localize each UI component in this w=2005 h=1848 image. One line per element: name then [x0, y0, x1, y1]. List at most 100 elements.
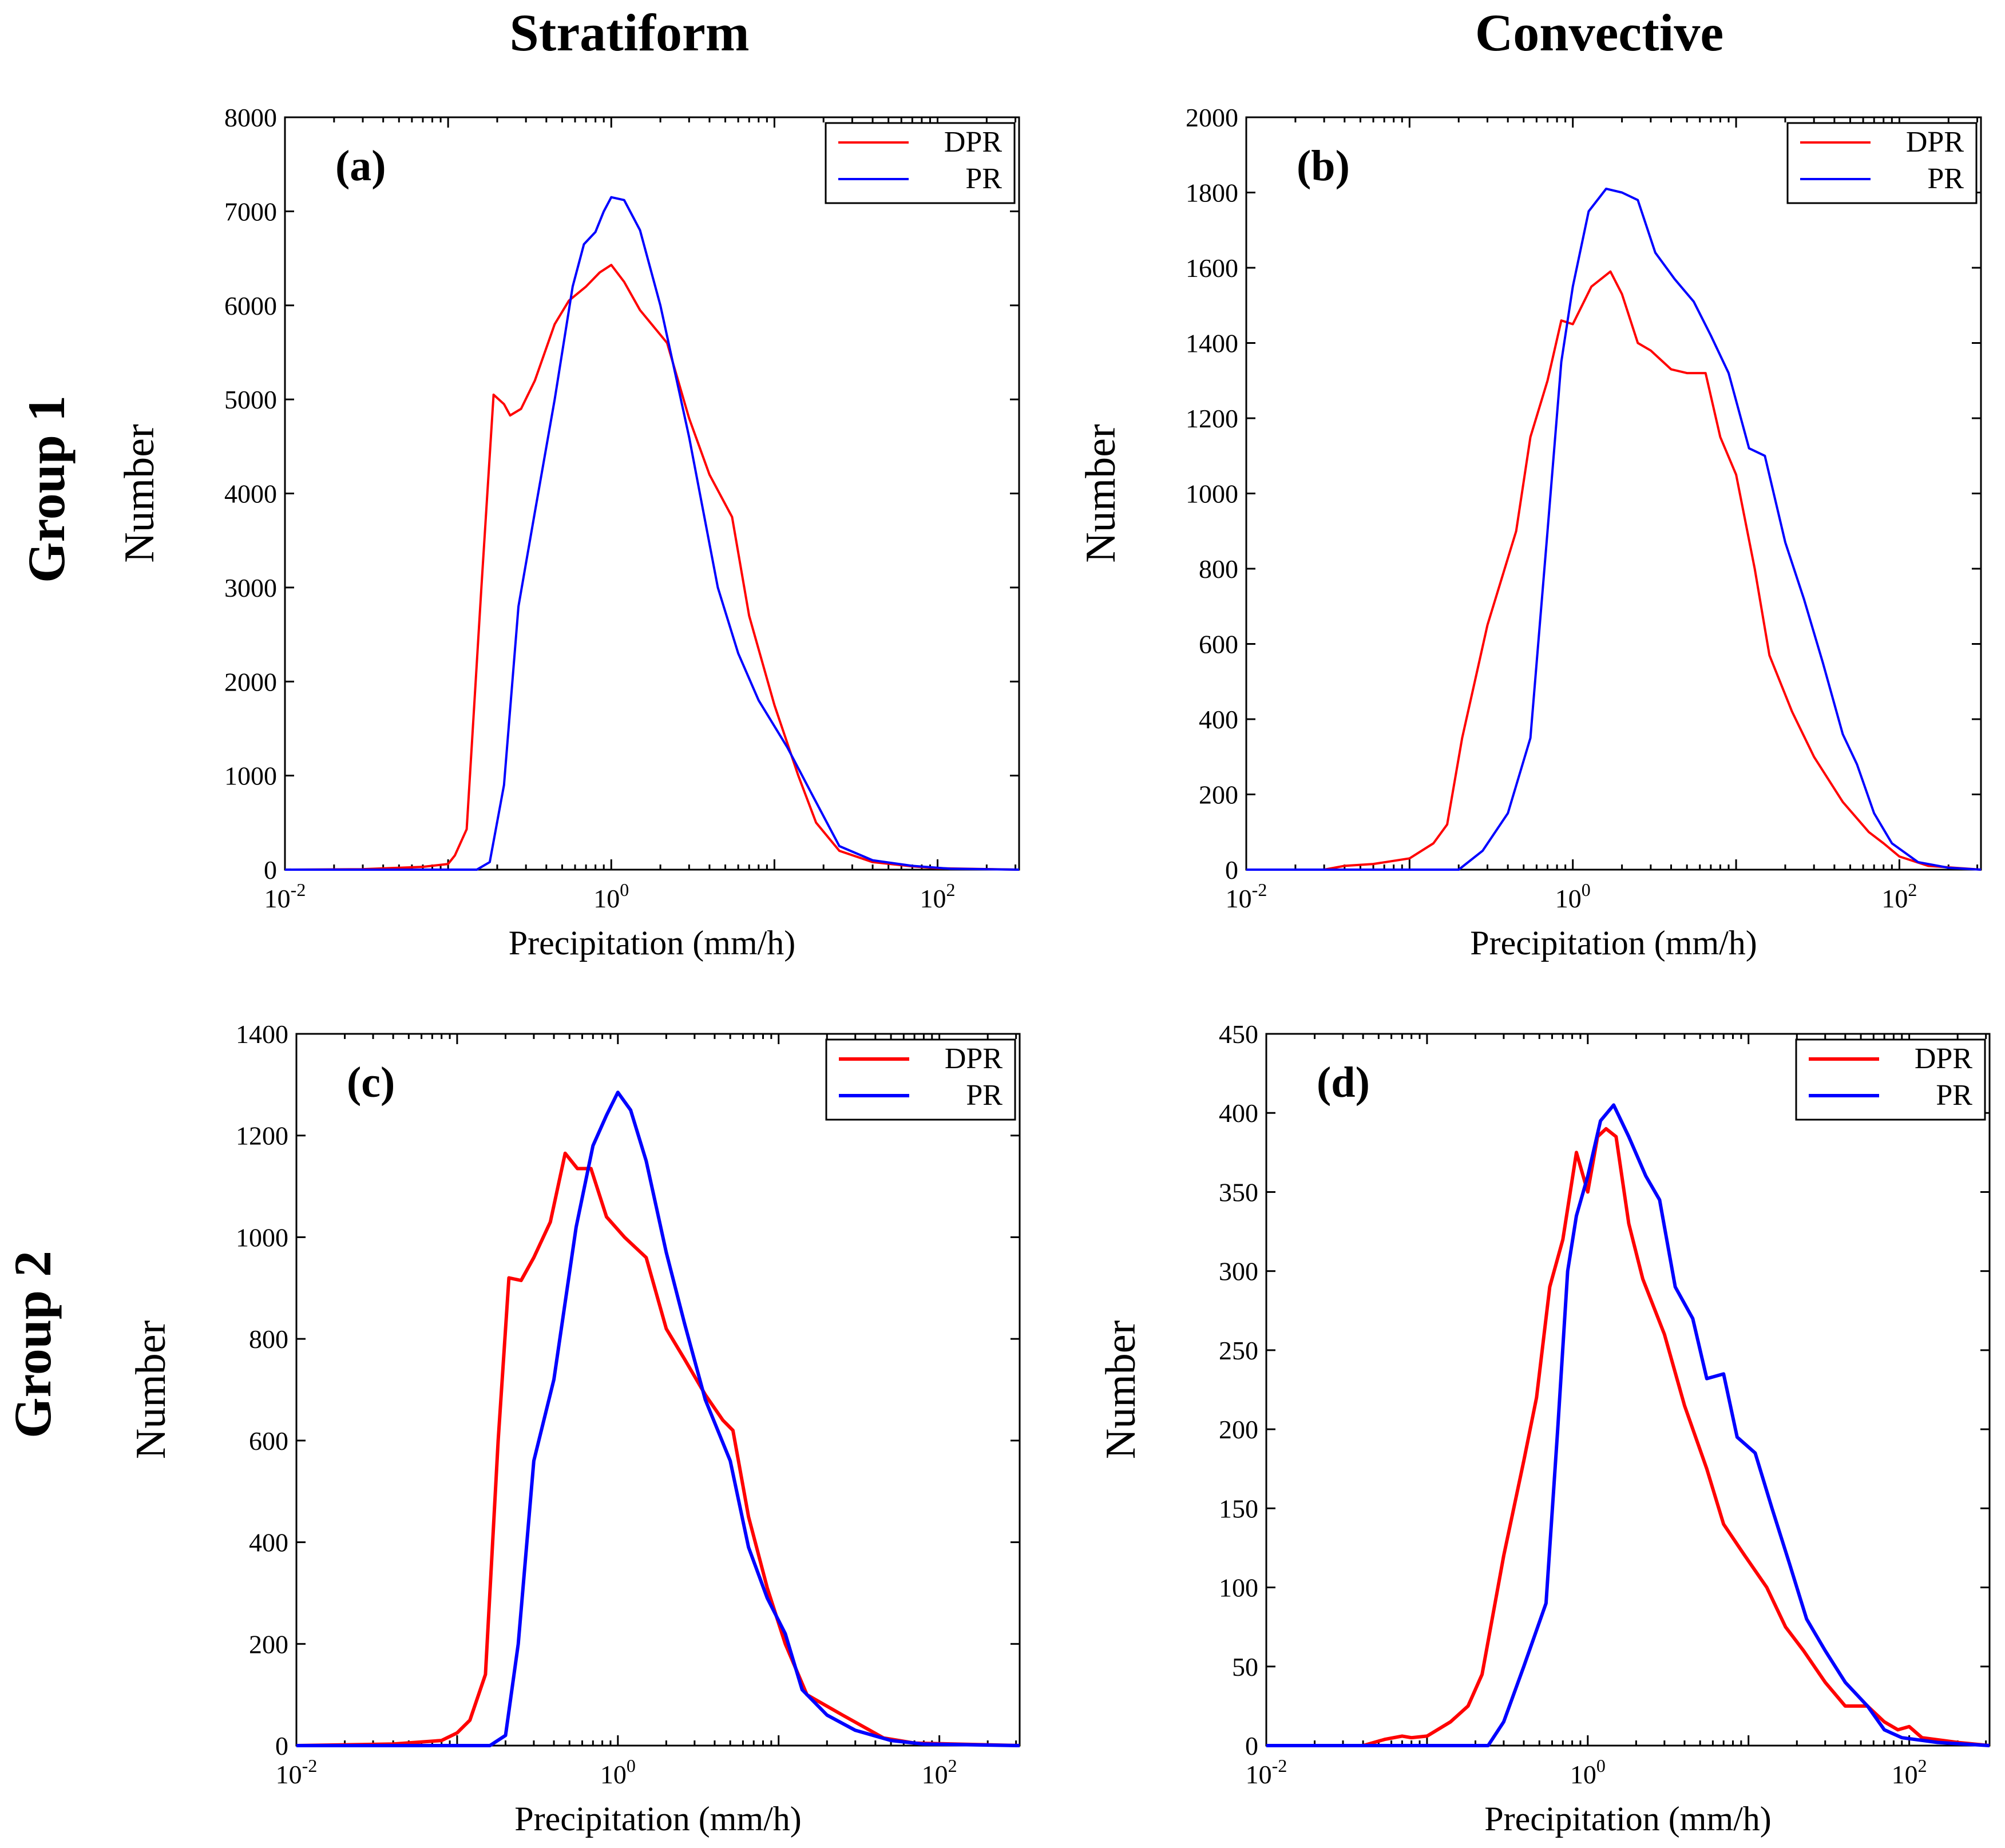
y-tick-label: 2000 — [1186, 103, 1238, 132]
panel-label: (d) — [1317, 1058, 1370, 1107]
y-tick-label: 600 — [249, 1426, 288, 1456]
x-tick-label-base: 10 — [1892, 1760, 1918, 1789]
legend-label-dpr: DPR — [1915, 1042, 1972, 1075]
column-title-stratiform: Stratiform — [510, 3, 750, 62]
x-tick-label-exponent: 0 — [627, 1755, 636, 1776]
plot-frame — [295, 1033, 1021, 1747]
y-axis-label: Number — [116, 424, 163, 563]
x-tick-label-exponent: 2 — [1918, 1755, 1927, 1776]
y-tick-label: 50 — [1232, 1652, 1258, 1682]
x-tick-label: 100 — [1555, 879, 1591, 913]
x-tick-label-base: 10 — [276, 1760, 302, 1789]
column-title-convective: Convective — [1475, 3, 1723, 62]
y-tick-label: 1200 — [236, 1121, 288, 1151]
y-tick-label: 8000 — [224, 103, 277, 132]
series-line-dpr — [284, 264, 1020, 871]
x-tick-label: 10-2 — [1226, 879, 1267, 913]
y-tick-label: 200 — [1219, 1415, 1258, 1444]
legend-box — [1786, 122, 1978, 204]
y-tick-label: 350 — [1219, 1177, 1258, 1207]
y-tick-label: 0 — [1245, 1731, 1258, 1760]
x-tick-label: 100 — [600, 1755, 636, 1789]
row-title-group-2: Group 2 — [3, 1251, 62, 1438]
legend-label-pr: PR — [966, 1079, 1002, 1112]
y-tick-label: 0 — [1225, 855, 1238, 885]
y-tick-label: 100 — [1219, 1573, 1258, 1603]
y-tick-label: 0 — [264, 855, 277, 885]
y-tick-label: 600 — [1199, 630, 1238, 659]
x-tick-label: 10-2 — [276, 1755, 318, 1789]
x-tick-label-exponent: -2 — [1272, 1755, 1287, 1776]
legend-box — [825, 1038, 1016, 1121]
x-tick-label-exponent: -2 — [1252, 879, 1267, 900]
y-tick-label: 400 — [1199, 705, 1238, 734]
legend-label-pr: PR — [1927, 162, 1964, 195]
series-line-dpr — [1246, 270, 1982, 871]
plot-frame — [1265, 1033, 1991, 1747]
x-tick-label-base: 10 — [922, 1760, 948, 1789]
x-axis-label: Precipitation (mm/h) — [509, 924, 796, 962]
y-tick-label: 7000 — [224, 197, 277, 226]
series-line-pr — [296, 1090, 1020, 1747]
y-tick-label: 1000 — [224, 762, 277, 791]
y-tick-label: 450 — [1219, 1020, 1258, 1049]
y-tick-label: 800 — [1199, 554, 1238, 584]
x-tick-label-exponent: 2 — [946, 879, 956, 900]
y-tick-label: 1400 — [1186, 329, 1238, 358]
series-line-pr — [1266, 1103, 1990, 1747]
x-tick-label: 10-2 — [1246, 1755, 1287, 1789]
x-axis-label: Precipitation (mm/h) — [514, 1800, 802, 1838]
x-tick-label-base: 10 — [1226, 884, 1252, 913]
y-tick-label: 1600 — [1186, 253, 1238, 283]
legend-label-dpr: DPR — [945, 1042, 1002, 1075]
y-tick-label: 200 — [1199, 780, 1238, 810]
x-tick-label-base: 10 — [593, 884, 620, 913]
y-axis-label: Number — [1097, 1320, 1144, 1460]
y-axis-label: Number — [1077, 424, 1124, 563]
x-tick-label-exponent: -2 — [302, 1755, 318, 1776]
y-tick-label: 4000 — [224, 479, 277, 509]
y-tick-label: 150 — [1219, 1494, 1258, 1523]
series-line-pr — [285, 196, 1020, 871]
y-tick-label: 200 — [249, 1629, 288, 1659]
x-tick-label-exponent: 2 — [948, 1755, 957, 1776]
x-tick-label: 10-2 — [264, 879, 306, 913]
y-tick-label: 1000 — [236, 1223, 288, 1252]
series-line-dpr — [296, 1151, 1020, 1747]
y-tick-label: 0 — [275, 1731, 288, 1760]
y-tick-label: 1200 — [1186, 404, 1238, 433]
legend-label-dpr: DPR — [944, 126, 1002, 158]
x-tick-label-base: 10 — [264, 884, 291, 913]
x-tick-label-exponent: 0 — [1596, 1755, 1606, 1776]
y-tick-label: 6000 — [224, 291, 277, 320]
x-tick-label: 102 — [1892, 1755, 1927, 1789]
x-tick-label: 100 — [1570, 1755, 1606, 1789]
x-tick-label: 102 — [922, 1755, 957, 1789]
series-line-pr — [1246, 187, 1982, 871]
x-axis-label: Precipitation (mm/h) — [1470, 924, 1757, 962]
legend-box — [825, 122, 1016, 204]
legend-label-pr: PR — [1936, 1079, 1972, 1112]
x-tick-label-exponent: 0 — [620, 879, 629, 900]
series-line-dpr — [1266, 1127, 1990, 1747]
x-tick-label: 102 — [920, 879, 956, 913]
y-tick-label: 1400 — [236, 1020, 288, 1049]
panel-label: (a) — [335, 142, 386, 190]
x-tick-label: 102 — [1881, 879, 1917, 913]
y-tick-label: 800 — [249, 1324, 288, 1354]
x-axis-label: Precipitation (mm/h) — [1484, 1800, 1772, 1838]
panel-label: (b) — [1297, 142, 1350, 190]
x-tick-label: 100 — [593, 879, 629, 913]
x-tick-label-base: 10 — [920, 884, 946, 913]
y-tick-label: 1000 — [1186, 479, 1238, 509]
legend-label-pr: PR — [965, 162, 1002, 195]
panel-label: (c) — [347, 1058, 395, 1107]
y-tick-label: 400 — [1219, 1099, 1258, 1128]
legend-label-dpr: DPR — [1906, 126, 1964, 158]
x-tick-label-exponent: -2 — [291, 879, 306, 900]
